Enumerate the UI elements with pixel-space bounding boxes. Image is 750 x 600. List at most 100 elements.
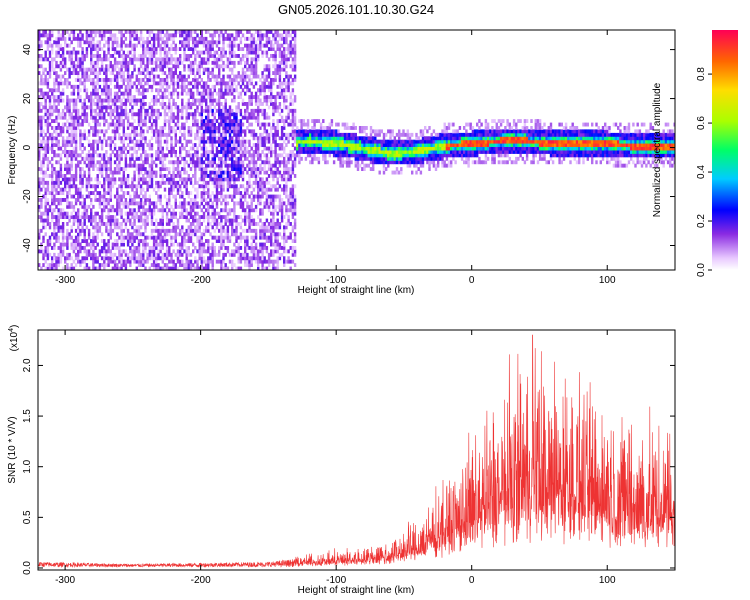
spectrogram-cell (226, 208, 230, 213)
spectrogram-cell (48, 112, 52, 117)
spectrogram-cell (267, 194, 271, 199)
spectrogram-cell (42, 177, 45, 182)
spectrogram-cell (74, 119, 78, 123)
spectrogram-cell (59, 47, 63, 51)
spectrogram-cell (113, 78, 117, 82)
spectrogram-cell (107, 211, 110, 216)
spectrogram-cell (87, 232, 91, 237)
spectrogram-cell (142, 67, 145, 72)
spectrogram-cell (98, 78, 102, 82)
spectrogram-cell (53, 194, 56, 199)
spectrogram-cell (205, 115, 208, 120)
spectrogram-cell (92, 84, 95, 89)
spectrogram-cell (198, 40, 201, 45)
spectrogram-cell (105, 129, 108, 134)
spectrogram-cell (218, 228, 221, 233)
spectrogram-cell (53, 40, 56, 45)
spectrogram-cell (120, 122, 123, 127)
spectrogram-cell (144, 67, 147, 72)
spectrogram-cell (116, 108, 119, 113)
spectrogram-cell (103, 259, 106, 264)
spectrogram-cell (265, 160, 269, 165)
spectrogram-cell (205, 249, 208, 254)
spectrogram-cell (98, 40, 102, 45)
spectrogram-cell (161, 163, 164, 168)
spectrogram-cell (133, 132, 136, 137)
spectrogram-cell (248, 81, 251, 86)
spectrogram-cell (38, 64, 41, 69)
spectrogram-cell (172, 249, 175, 254)
spectrogram-cell (152, 98, 156, 103)
spectrogram-cell (68, 50, 71, 55)
spectrogram-cell (118, 119, 121, 123)
spectrogram-cell (144, 122, 147, 127)
spectrogram-cell (259, 167, 262, 171)
spectrogram-cell (135, 88, 138, 93)
spectrogram-cell (244, 194, 247, 199)
spectrogram-cell (174, 64, 177, 69)
spectrogram-cell (176, 249, 180, 254)
spectrogram-cell (228, 150, 232, 154)
spectrogram-cell (98, 222, 102, 226)
spectrogram-cell (116, 232, 119, 237)
spectrogram-cell (179, 211, 182, 216)
spectrogram-cell (207, 153, 210, 158)
spectrogram-cell (161, 228, 164, 233)
spectrogram-cell (192, 208, 195, 213)
spectrogram-cell (139, 126, 143, 130)
spectrogram-cell (139, 184, 143, 189)
spectrogram-cell (124, 191, 128, 195)
spectrogram-cell (146, 222, 149, 226)
spectrogram-cell (85, 67, 89, 72)
spectrogram-cell (98, 194, 102, 199)
spectrogram-cell (185, 115, 188, 120)
spectrogram-cell (215, 191, 219, 195)
spectrogram-cell (218, 81, 221, 86)
spectrogram-cell (196, 50, 199, 55)
spectrogram-cell (85, 211, 89, 216)
spectrogram-cell (170, 105, 173, 110)
spectrogram-cell (133, 136, 136, 141)
spectrogram-cell (48, 225, 52, 230)
spectrogram-cell (226, 84, 230, 89)
spectrogram-cell (152, 95, 156, 99)
spectrogram-cell (179, 201, 182, 206)
spectrogram-cell (226, 119, 230, 123)
spectrogram-cell (261, 232, 264, 237)
spectrogram-cell (44, 211, 47, 216)
spectrogram-cell (207, 105, 210, 110)
spectrogram-cell (194, 204, 197, 209)
spectrogram-cell (194, 102, 197, 106)
spectrogram-cell (157, 64, 160, 69)
spectrogram-cell (222, 78, 225, 82)
spectrogram-cell (207, 242, 210, 247)
spectrogram-cell (144, 211, 147, 216)
spectrogram-cell (72, 184, 76, 189)
spectrogram-cell (57, 170, 60, 175)
spectrogram-cell (252, 235, 256, 240)
spectrogram-cell (77, 98, 80, 103)
spectrogram-cell (157, 40, 160, 45)
spectrogram-cell (181, 235, 184, 240)
spectrogram-cell (168, 180, 171, 185)
spectrogram-cell (192, 263, 195, 267)
spectrogram-cell (85, 36, 89, 41)
spectrogram-cell (74, 156, 78, 161)
spectrogram-cell (161, 98, 164, 103)
spectrogram-cell (79, 174, 82, 178)
spectrogram-cell (209, 174, 212, 178)
spectrogram-cell (68, 232, 71, 237)
spectrogram-cell (59, 60, 63, 65)
spectrogram-cell (70, 160, 73, 165)
spectrogram-cell (53, 81, 56, 86)
spectrogram-cell (235, 218, 238, 223)
spectrogram-cell (244, 215, 247, 219)
spectrogram-cell (239, 239, 243, 243)
spectrogram-cell (179, 242, 182, 247)
spectrogram-cell (209, 54, 212, 58)
spectrogram-cell (42, 78, 45, 82)
spectrogram-cell (270, 30, 273, 34)
spectrogram-cell (144, 222, 147, 226)
spectrogram-cell (224, 194, 227, 199)
spectrogram-cell (137, 170, 141, 175)
